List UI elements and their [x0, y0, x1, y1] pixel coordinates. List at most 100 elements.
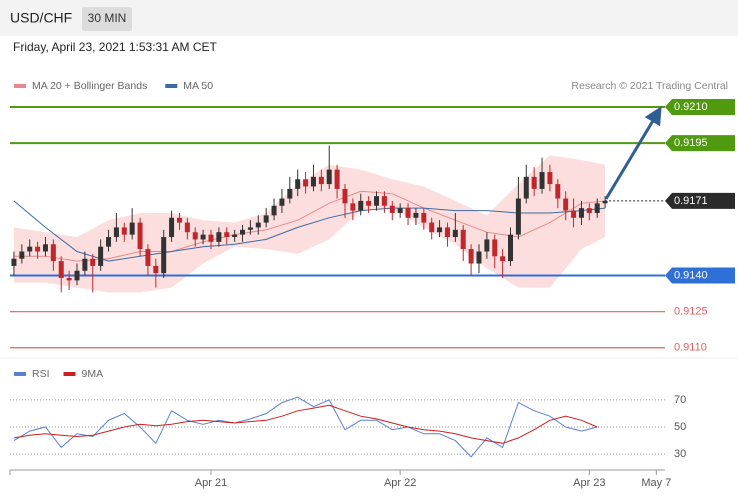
legend-label: MA 50: [183, 80, 213, 92]
candle-body: [539, 172, 545, 189]
candle-body: [106, 237, 112, 247]
level-label: 0.9110: [674, 342, 707, 354]
candle-body: [11, 258, 17, 266]
candle-body: [169, 217, 175, 238]
x-tick-label: Apr 23: [573, 477, 605, 489]
x-tick-label: Apr 21: [195, 477, 227, 489]
candle-body: [602, 200, 608, 204]
candle-body: [224, 232, 230, 238]
candle-body: [476, 251, 482, 264]
candle-body: [452, 229, 458, 238]
candle-body: [421, 212, 427, 223]
legend-swatch: [14, 84, 26, 88]
candle-body: [27, 246, 33, 252]
candle-body: [98, 246, 104, 266]
candle-body: [295, 179, 301, 189]
candle-body: [35, 246, 41, 252]
x-tick-label: May 7: [641, 477, 671, 489]
candle-body: [389, 205, 395, 213]
candle-body: [19, 251, 25, 259]
candle-body: [279, 198, 285, 206]
candle-body: [318, 176, 324, 185]
symbol: USD/CHF: [10, 10, 72, 26]
timestamp: Friday, April 23, 2021 1:53:31 AM CET: [13, 40, 218, 54]
candle-body: [90, 258, 96, 266]
candle-body: [310, 176, 316, 187]
candle-body: [287, 188, 293, 199]
candle-body: [192, 232, 198, 240]
candle-body: [523, 176, 529, 199]
candle-body: [303, 179, 309, 187]
candle-body: [515, 198, 521, 235]
candle-body: [429, 222, 435, 233]
candle-body: [58, 261, 64, 278]
indicator-line: [13, 404, 598, 444]
candle-body: [263, 215, 269, 223]
legend-swatch: [14, 372, 26, 376]
level-label: 0.9140: [674, 269, 708, 281]
candle-body: [492, 239, 498, 257]
level-label-box: [665, 192, 735, 209]
candle-body: [547, 172, 553, 185]
y-tick-label: 50: [674, 421, 686, 433]
interval-label[interactable]: 30 MIN: [88, 11, 127, 25]
candle-body: [437, 227, 443, 233]
forecast-arrow: [604, 106, 662, 200]
x-tick-label: Apr 22: [384, 477, 416, 489]
y-tick-label: 70: [674, 394, 686, 406]
level-label: 0.9171: [674, 195, 708, 207]
indicator-line: [13, 396, 598, 458]
legend-swatch: [165, 84, 178, 88]
candle-body: [240, 229, 246, 235]
candle-body: [531, 176, 537, 189]
candle-body: [82, 258, 88, 271]
candle-body: [342, 188, 348, 204]
candle-body: [200, 234, 206, 240]
candle-body: [350, 203, 356, 211]
candle-body: [405, 208, 411, 218]
candle-body: [468, 249, 474, 264]
candle-body: [121, 227, 127, 235]
candle-body: [366, 200, 372, 206]
candle-body: [413, 212, 419, 218]
candle-body: [594, 203, 600, 213]
legend-label: RSI: [32, 368, 50, 380]
candle-body: [176, 217, 182, 223]
candle-body: [161, 237, 167, 274]
candle-body: [66, 277, 72, 281]
candle-body: [460, 229, 466, 250]
level-label-box: [665, 135, 735, 152]
candle-body: [563, 198, 569, 211]
candle-body: [358, 200, 364, 211]
candle-body: [484, 239, 490, 252]
candle-body: [216, 232, 222, 242]
level-label: 0.9210: [674, 101, 708, 113]
candle-body: [444, 227, 450, 238]
source: Research © 2021 Trading Central: [571, 80, 728, 92]
candle-body: [571, 210, 577, 218]
candle-body: [555, 184, 561, 199]
candle-body: [374, 196, 380, 206]
candle-body: [586, 208, 592, 213]
interval-button[interactable]: [82, 7, 132, 31]
candle-body: [247, 227, 253, 230]
level-label-box: [665, 267, 735, 284]
candle-body: [271, 205, 277, 216]
candle-body: [232, 234, 238, 238]
candle-body: [74, 270, 80, 281]
candle-body: [137, 222, 143, 250]
candle-body: [113, 227, 119, 238]
legend-label: MA 20 + Bollinger Bands: [32, 80, 147, 92]
candle-body: [508, 234, 514, 262]
candle-body: [500, 256, 506, 262]
level-label-box: [665, 99, 735, 116]
level-label: 0.9195: [674, 137, 708, 149]
candle-body: [42, 244, 48, 252]
candle-body: [578, 208, 584, 218]
candle-body: [326, 169, 332, 185]
y-tick-label: 30: [674, 448, 686, 460]
candle-body: [255, 222, 261, 228]
level-label: 0.9125: [674, 306, 708, 318]
